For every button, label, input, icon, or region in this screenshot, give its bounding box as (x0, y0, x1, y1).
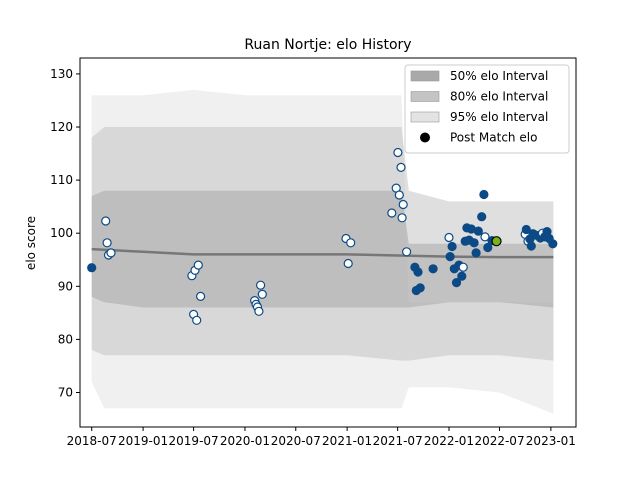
data-point-39 (457, 271, 467, 281)
data-point-35 (447, 241, 457, 252)
x-tick-label-7: 2022-01 (424, 434, 474, 448)
y-tick-label-5: 120 (50, 120, 73, 134)
x-tick-label-0: 2018-07 (67, 434, 117, 448)
data-point-54 (521, 224, 531, 235)
data-point-31 (415, 283, 425, 293)
legend-label-3: Post Match elo (450, 131, 537, 145)
data-point-20 (387, 208, 397, 218)
data-point-23 (394, 190, 404, 200)
data-point-8 (192, 315, 202, 325)
y-axis: 70 80 90 100 110 120 130 (50, 67, 80, 399)
data-point-22 (393, 147, 403, 158)
latest-point (491, 236, 502, 247)
data-point-9 (193, 260, 203, 270)
data-point-48 (477, 212, 487, 222)
data-point-26 (398, 199, 408, 210)
x-tick-label-5: 2021-01 (322, 434, 372, 448)
data-point-57 (526, 241, 536, 251)
legend-label-1: 80% elo Interval (450, 90, 548, 104)
x-tick-label-3: 2020-01 (220, 434, 270, 448)
data-point-37 (451, 278, 462, 288)
data-point-34 (445, 252, 455, 262)
data-point-50 (480, 232, 490, 242)
data-point-24 (396, 162, 406, 172)
data-point-18 (343, 258, 353, 269)
y-axis-label: elo score (24, 216, 38, 270)
data-point-4 (106, 248, 116, 258)
legend-marker-3 (420, 132, 430, 143)
data-point-14 (254, 306, 264, 316)
data-point-45 (469, 238, 479, 248)
data-point-15 (256, 280, 266, 290)
y-tick-label-1: 80 (58, 332, 73, 346)
data-point-30 (413, 267, 423, 277)
plot-area (79, 57, 577, 428)
x-tick-label-9: 2023-01 (526, 434, 576, 448)
x-tick-label-1: 2019-01 (118, 434, 168, 448)
x-tick-label-6: 2021-07 (373, 434, 423, 448)
legend-swatch-2 (410, 111, 440, 123)
data-point-1 (101, 216, 111, 226)
data-point-0 (87, 263, 97, 273)
data-point-25 (397, 213, 407, 223)
band-50-interval (91, 190, 554, 308)
data-point-65 (548, 239, 558, 249)
y-tick-label-6: 130 (50, 67, 73, 81)
x-tick-label-4: 2020-07 (271, 434, 321, 448)
data-point-51 (483, 242, 493, 253)
axes-frame (79, 57, 577, 428)
y-tick-label-0: 70 (58, 385, 73, 399)
data-point-16 (257, 289, 267, 299)
legend: 50% elo Interval 80% elo Interval 95% elo … (404, 64, 570, 154)
data-point-27 (402, 247, 412, 257)
x-axis: 2018-07 2019-01 2019-07 2020-01 2020-07 2021-… (67, 427, 576, 448)
data-point-33 (444, 232, 454, 243)
y-tick-label-2: 90 (58, 279, 73, 293)
data-point-32 (428, 264, 438, 274)
legend-swatch-0 (410, 70, 440, 82)
legend-swatch-1 (410, 91, 440, 102)
x-tick-label-8: 2022-07 (474, 434, 524, 448)
legend-label-0: 50% elo Interval (450, 69, 548, 83)
data-point-46 (471, 248, 481, 258)
legend-box (404, 64, 570, 154)
data-point-19 (346, 238, 356, 248)
y-tick-label-3: 100 (50, 226, 73, 240)
data-point-10 (196, 291, 206, 301)
data-point-49 (479, 189, 489, 200)
x-tick-label-2: 2019-07 (169, 434, 219, 448)
data-point-2 (102, 238, 112, 248)
legend-label-2: 95% elo Interval (450, 110, 548, 124)
data-point-40 (458, 262, 468, 272)
y-tick-label-4: 110 (50, 173, 73, 187)
chart-title: Ruan Nortje: elo History (244, 37, 411, 53)
data-point-47 (473, 226, 483, 236)
